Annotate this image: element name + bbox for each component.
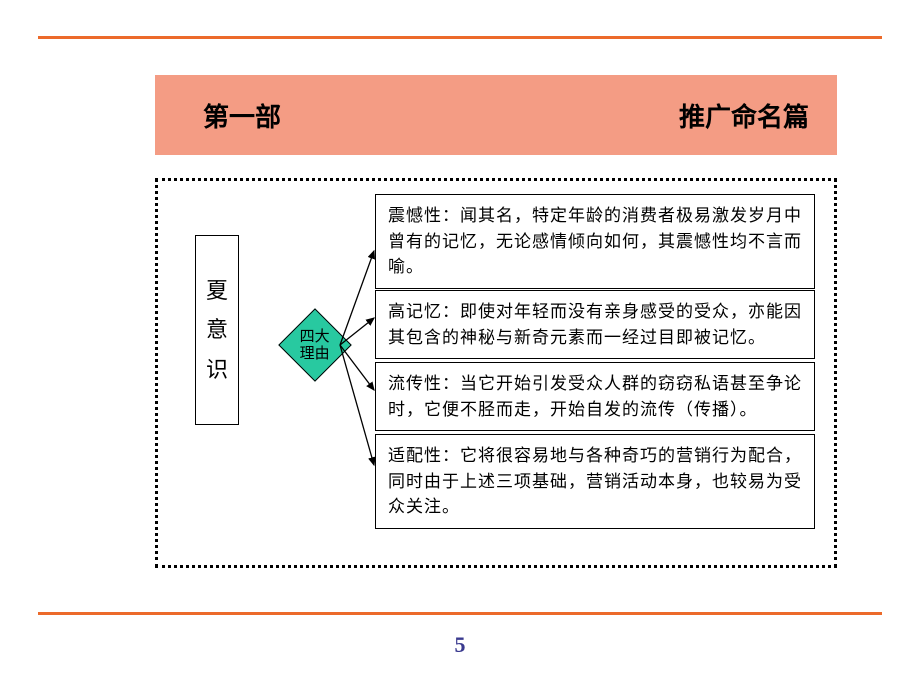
arrow-line — [340, 345, 374, 390]
page-number: 5 — [440, 632, 480, 658]
reason-box-3: 流传性：当它开始引发受众人群的窃窃私语甚至争论时，它便不胫而走，开始自发的流传（… — [375, 362, 815, 431]
slide-page: 第一部 推广命名篇 夏意识 四大 理由 震憾性：闻其名，特定年龄的消费者极易激发… — [0, 0, 920, 690]
reason-box-1: 震憾性：闻其名，特定年龄的消费者极易激发岁月中曾有的记忆，无论感情倾向如何，其震… — [375, 194, 815, 289]
reason-box-2: 高记忆：即使对年轻而没有亲身感受的受众，亦能因其包含的神秘与新奇元素而一经过目即… — [375, 290, 815, 359]
reason-box-4: 适配性：它将很容易地与各种奇巧的营销行为配合，同时由于上述三项基础，营销活动本身… — [375, 434, 815, 529]
arrow-line — [340, 345, 374, 465]
